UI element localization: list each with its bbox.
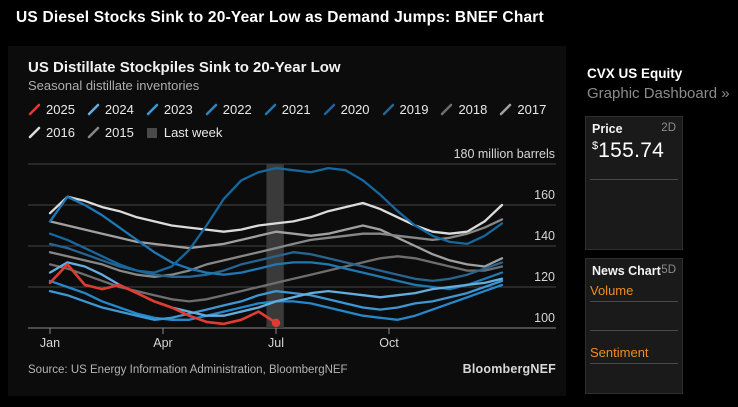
legend-label: 2022 (222, 102, 252, 117)
price-card-period-badge: 2D (661, 122, 676, 134)
series-2025-endpoint-dot (271, 318, 281, 328)
news-chart-card[interactable]: News Chart 5D Volume Sentiment (585, 258, 683, 394)
slash-marker-icon (28, 126, 41, 139)
slash-marker-icon (264, 103, 276, 116)
legend-item-2024: 2024 (87, 99, 134, 120)
legend-label: 2020 (340, 102, 370, 117)
slash-marker-icon (87, 103, 100, 116)
legend-item-2017: 2017 (499, 99, 546, 120)
sentiment-link[interactable]: Sentiment (590, 345, 678, 364)
legend-label: 2017 (517, 102, 547, 117)
last-week-band (266, 164, 284, 328)
volume-link[interactable]: Volume (590, 283, 678, 302)
chart-title: US Distillate Stockpiles Sink to 20-Year… (28, 59, 341, 76)
legend-item-2015: 2015 (87, 122, 134, 143)
graphic-dashboard-link[interactable]: Graphic Dashboard » (587, 85, 730, 102)
slash-marker-icon (28, 103, 41, 116)
legend-item-2025: 2025 (28, 99, 75, 120)
legend-item-last-week: Last week (146, 122, 223, 143)
series-line-2025 (48, 263, 278, 326)
series-line-2016 (48, 195, 504, 235)
square-marker-icon (146, 128, 157, 138)
source-attribution: Source: US Energy Information Administra… (28, 364, 348, 376)
price-value: $155.74 (592, 139, 665, 162)
series-line-2020 (48, 166, 504, 274)
series-line-2021 (48, 195, 504, 291)
seasonal-inventory-chart: 180 million barrels 160 140 120 100 Jan Apr Jul… (28, 147, 556, 350)
y-axis-label-180: 180 million barrels (454, 147, 555, 161)
legend-label: 2025 (46, 102, 75, 117)
legend-item-2016: 2016 (28, 122, 75, 143)
series-line-2015 (48, 218, 504, 278)
series-line-2017 (48, 220, 504, 268)
news-card-divider (590, 330, 678, 331)
currency-symbol: $ (592, 140, 599, 152)
legend-item-2022: 2022 (205, 99, 252, 120)
article-headline: US Diesel Stocks Sink to 20-Year Low as … (16, 9, 544, 26)
x-axis-label-apr: Apr (153, 336, 172, 350)
legend-item-2021: 2021 (264, 99, 311, 120)
price-card-divider (590, 179, 678, 180)
chart-subtitle: Seasonal distillate inventories (28, 78, 200, 93)
slash-marker-icon (87, 126, 100, 139)
legend-label: 2021 (281, 102, 311, 117)
y-axis-label-160: 160 (534, 188, 555, 202)
news-card-period-badge: 5D (661, 264, 676, 276)
legend-label: 2016 (46, 125, 75, 140)
legend-row: 2025 2024 2023 2022 2021 2020 2019 2018 2017 (28, 99, 558, 122)
news-card-title: News Chart (592, 264, 661, 278)
ticker-title: CVX US Equity (587, 66, 683, 81)
slash-marker-icon (205, 103, 218, 116)
slash-marker-icon (382, 103, 394, 116)
legend-item-2019: 2019 (382, 99, 429, 120)
chart-panel: US Distillate Stockpiles Sink to 20-Year… (8, 46, 566, 396)
legend-label: 2023 (163, 102, 193, 117)
bloombergnef-logo: BloombergNEF (462, 362, 556, 376)
legend-label: Last week (163, 125, 223, 140)
chart-legend: 2025 2024 2023 2022 2021 2020 2019 2018 2017 2016… (28, 99, 558, 145)
slash-marker-icon (441, 103, 453, 116)
slash-marker-icon (146, 103, 159, 116)
slash-marker-icon (500, 103, 512, 116)
legend-item-2018: 2018 (440, 99, 487, 120)
series-line-2023 (48, 279, 504, 321)
x-axis-label-jan: Jan (40, 336, 60, 350)
legend-label: 2024 (104, 102, 134, 117)
series-line-2019 (48, 242, 504, 283)
y-axis-label-100: 100 (534, 311, 555, 325)
legend-label: 2018 (458, 102, 488, 117)
legend-label: 2019 (399, 102, 429, 117)
source-row: Source: US Energy Information Administra… (28, 362, 556, 376)
legend-row: 2016 2015 Last week (28, 122, 558, 145)
y-axis-label-140: 140 (534, 229, 555, 243)
slash-marker-icon (323, 103, 335, 116)
legend-item-2023: 2023 (146, 99, 193, 120)
y-axis-label-120: 120 (534, 270, 555, 284)
price-card-title: Price (592, 122, 623, 136)
x-axis-label-oct: Oct (379, 336, 399, 350)
price-card[interactable]: Price 2D $155.74 (585, 116, 683, 250)
legend-item-2020: 2020 (323, 99, 370, 120)
legend-label: 2015 (104, 125, 134, 140)
x-axis-label-jul: Jul (268, 336, 284, 350)
